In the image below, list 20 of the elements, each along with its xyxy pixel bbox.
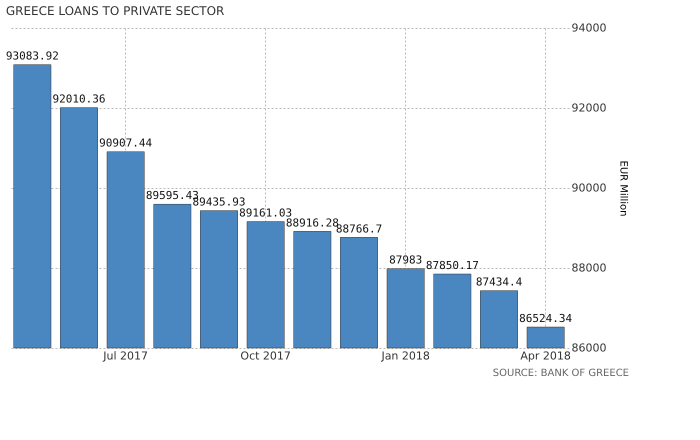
x-tick-label: Jul 2017 bbox=[102, 350, 148, 362]
x-tick-label: Apr 2018 bbox=[520, 350, 571, 362]
data-label: 86524.34 bbox=[519, 312, 573, 326]
data-label: 87434.4 bbox=[476, 276, 523, 289]
data-label: 92010.36 bbox=[52, 92, 106, 106]
x-tick-label: Oct 2017 bbox=[240, 350, 291, 362]
data-label: 89435.93 bbox=[192, 196, 246, 209]
chart-title: GREECE LOANS TO PRIVATE SECTOR bbox=[6, 4, 224, 18]
source-note: SOURCE: BANK OF GREECE bbox=[492, 368, 629, 379]
data-label: 90907.44 bbox=[99, 136, 153, 150]
y-tick-label: 94000 bbox=[572, 22, 606, 34]
data-label: 87850.17 bbox=[426, 258, 479, 272]
y-tick-label: 90000 bbox=[572, 182, 606, 194]
data-label: 93083.92 bbox=[6, 50, 59, 63]
y-tick-label: 86000 bbox=[572, 342, 606, 354]
x-tick-label: Jan 2018 bbox=[380, 350, 430, 362]
y-axis-title: EUR Million bbox=[617, 160, 628, 216]
y-tick-label: 88000 bbox=[572, 262, 606, 274]
y-tick-label: 92000 bbox=[572, 102, 606, 114]
data-label: 87983 bbox=[389, 254, 422, 267]
